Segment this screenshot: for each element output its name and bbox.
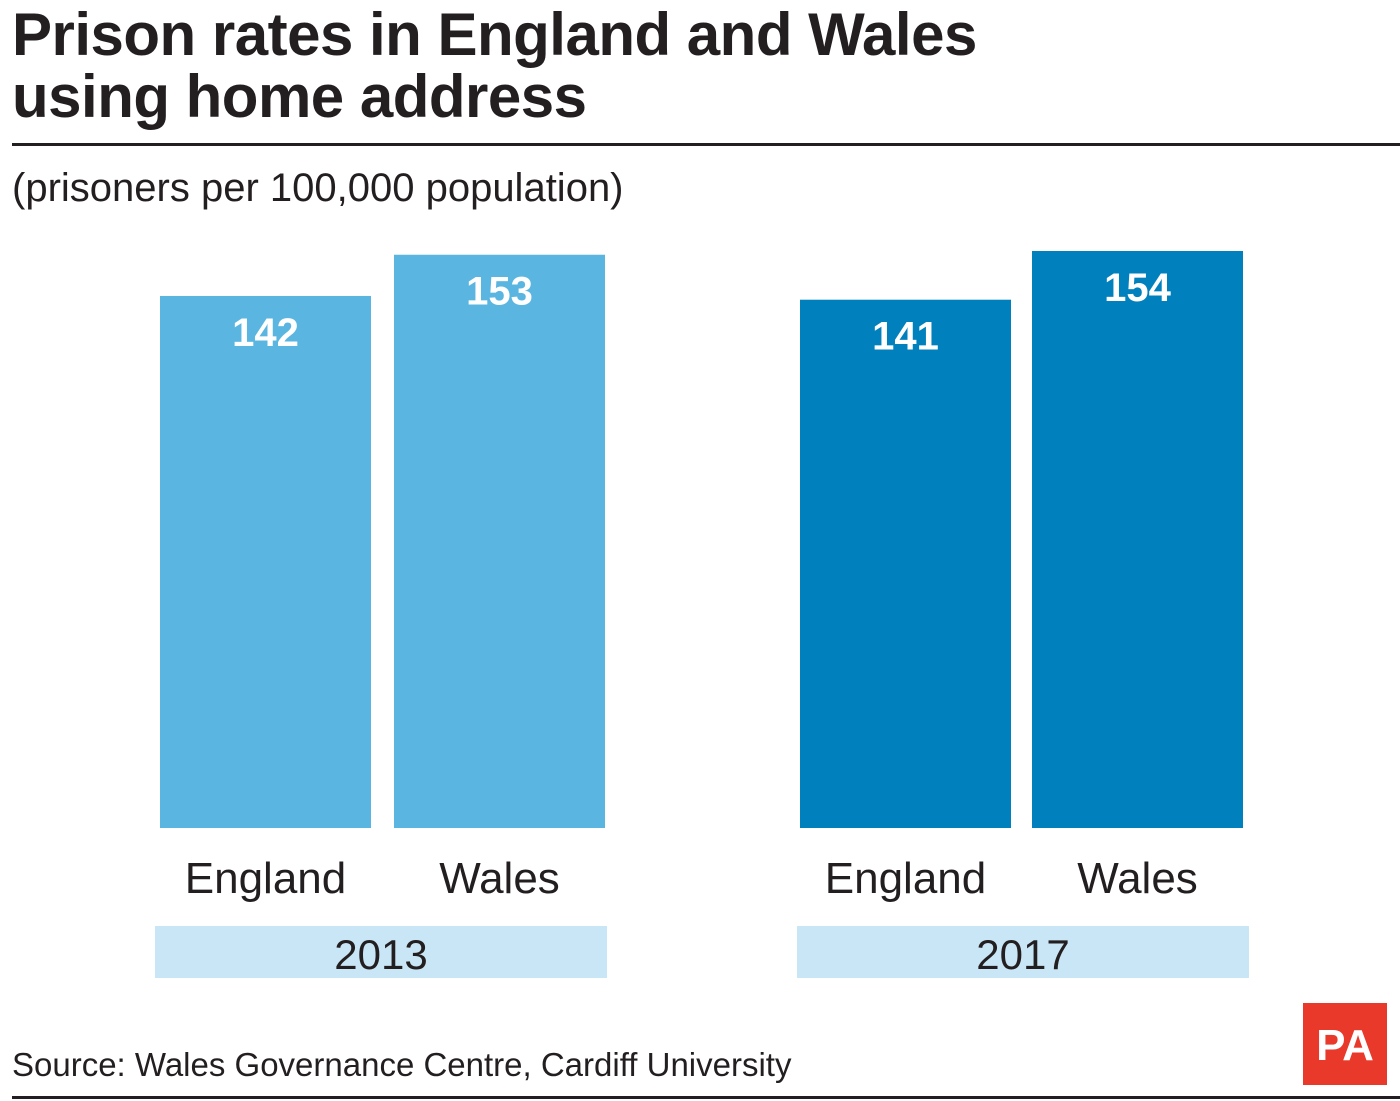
bar-2017-england — [800, 299, 1011, 829]
category-label-2017-england: England — [825, 854, 986, 903]
chart-title: Prison rates in England and Wales using … — [12, 4, 1312, 128]
value-label-2017-wales: 154 — [1104, 266, 1171, 310]
value-label-2013-england: 142 — [232, 311, 299, 355]
group-label-2017: 2017 — [976, 931, 1069, 978]
bar-2013-wales — [394, 254, 605, 828]
chart-title-line-1: Prison rates in England and Wales — [12, 1, 977, 68]
group-label-2013: 2013 — [334, 931, 427, 978]
group-band-2013 — [155, 926, 607, 978]
svg-text:PA: PA — [1316, 1021, 1374, 1070]
pa-logo-mark: PA — [1303, 1003, 1387, 1085]
pa-logo: PA — [1303, 1003, 1387, 1085]
chart-subtitle: (prisoners per 100,000 population) — [12, 166, 624, 210]
category-label-2013-wales: Wales — [439, 854, 560, 903]
bar-2013-england — [160, 295, 371, 828]
chart-title-line-2: using home address — [12, 63, 587, 130]
group-band-2017 — [797, 926, 1249, 978]
value-label-2017-england: 141 — [872, 315, 939, 359]
bar-2017-wales — [1032, 251, 1243, 828]
value-label-2013-wales: 153 — [466, 270, 533, 314]
category-label-2013-england: England — [185, 854, 346, 903]
category-label-2017-wales: Wales — [1077, 854, 1198, 903]
top-divider — [12, 143, 1400, 146]
bottom-divider — [12, 1096, 1400, 1099]
source-note: Source: Wales Governance Centre, Cardiff… — [12, 1046, 792, 1083]
